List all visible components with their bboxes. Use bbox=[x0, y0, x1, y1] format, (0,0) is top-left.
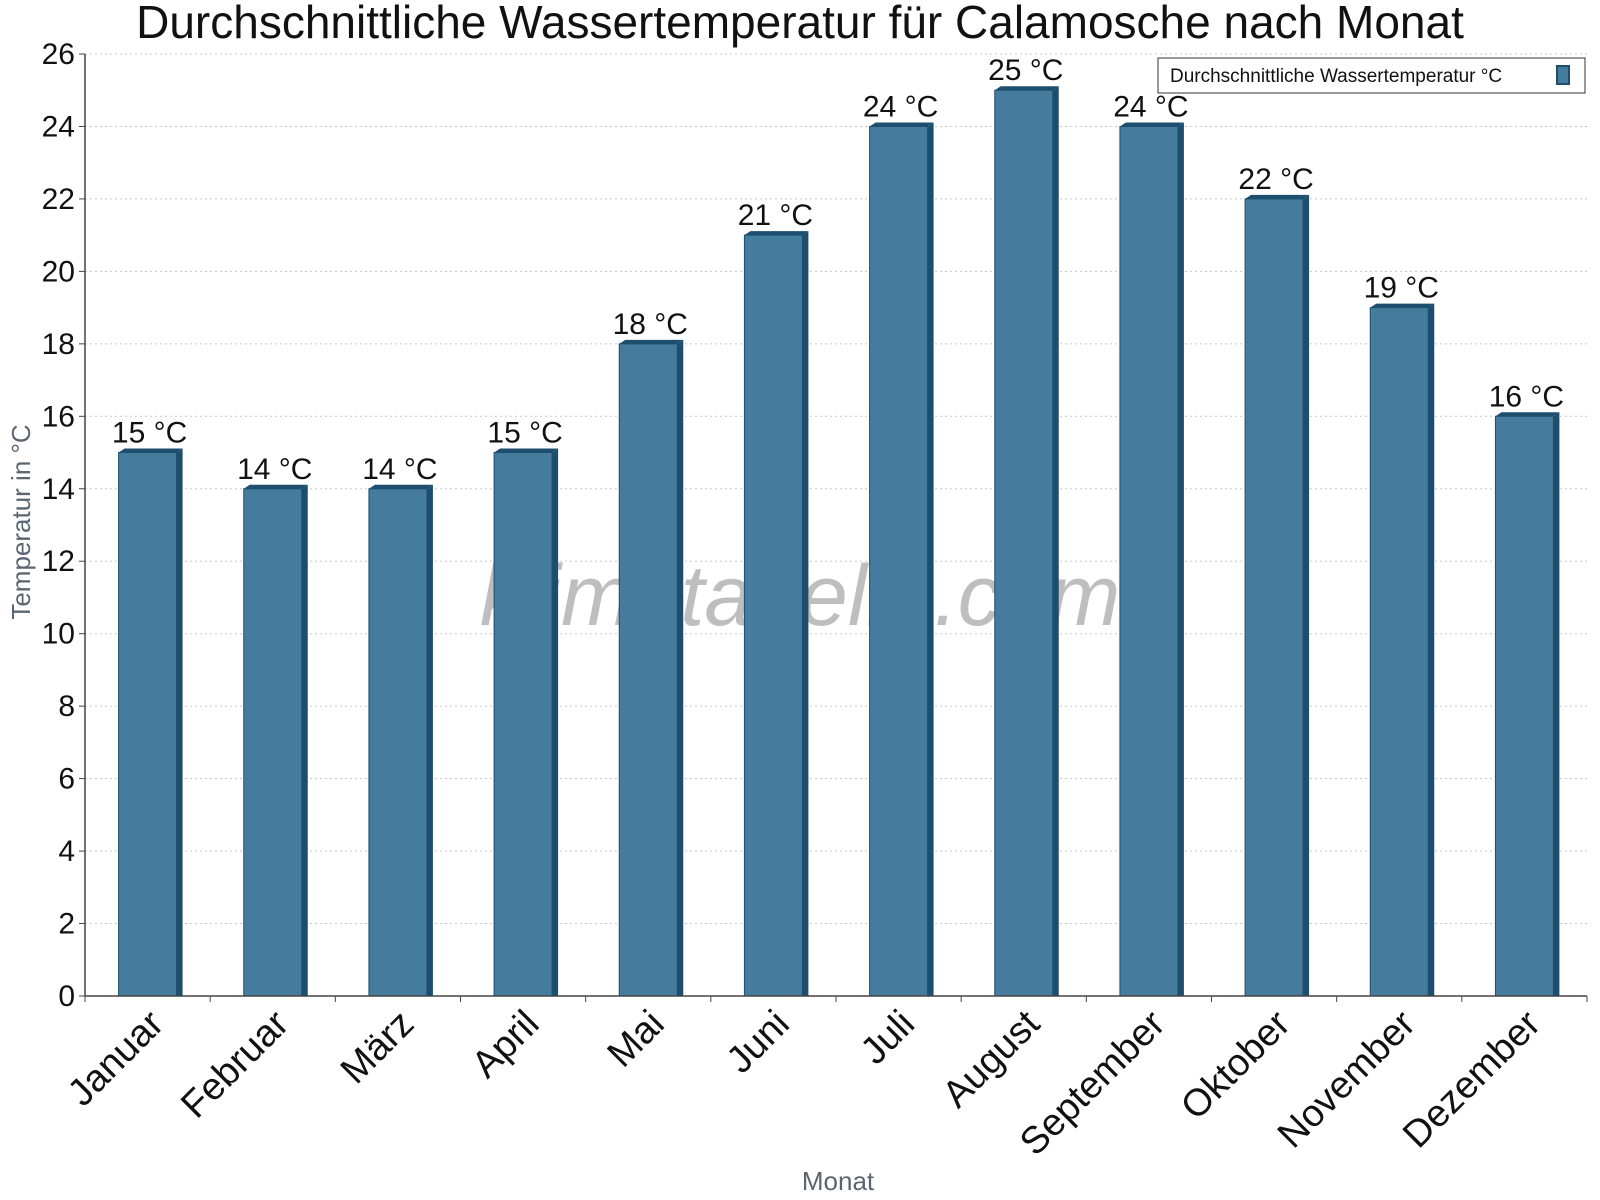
bar-side bbox=[426, 484, 433, 996]
y-tick-label: 18 bbox=[42, 328, 75, 361]
bar-juli bbox=[869, 122, 934, 997]
bar-top bbox=[494, 448, 559, 453]
x-tick-label: Juni bbox=[719, 1003, 798, 1082]
bar bbox=[493, 452, 553, 997]
bar-side bbox=[552, 448, 559, 996]
data-label: 24 °C bbox=[1113, 90, 1188, 123]
data-label: 14 °C bbox=[237, 453, 312, 486]
y-tick-label: 24 bbox=[42, 110, 75, 143]
bar-side bbox=[1553, 412, 1560, 996]
bar-september bbox=[1119, 122, 1184, 997]
data-label: 15 °C bbox=[487, 417, 562, 450]
bar-oktober bbox=[1244, 194, 1310, 997]
bar-dezember bbox=[1494, 412, 1560, 997]
bar-april bbox=[493, 448, 559, 997]
x-tick-label: April bbox=[464, 1003, 547, 1086]
bar bbox=[1119, 125, 1179, 997]
bar-side bbox=[927, 122, 934, 996]
bar-top bbox=[1245, 194, 1310, 199]
bar-top bbox=[1119, 122, 1184, 127]
bar-side bbox=[677, 339, 684, 996]
y-tick-label: 4 bbox=[58, 835, 75, 868]
bar-juni bbox=[743, 231, 809, 997]
legend-box bbox=[1157, 57, 1586, 94]
y-tick-label: 10 bbox=[42, 618, 75, 651]
bar-märz bbox=[368, 484, 433, 997]
legend-label: Durchschnittliche Wassertemperatur °C bbox=[1170, 66, 1502, 87]
bar-side bbox=[1052, 86, 1059, 996]
x-tick-label: Mai bbox=[600, 1003, 673, 1076]
bar bbox=[869, 125, 929, 997]
bar-side bbox=[1428, 303, 1435, 997]
bar-side bbox=[301, 484, 308, 996]
data-label: 19 °C bbox=[1364, 272, 1439, 305]
x-tick-label: Januar bbox=[60, 1002, 172, 1114]
bar-februar bbox=[243, 484, 308, 997]
bars: 15 °C 14 °C 14 °C 15 °C 18 °C 21 °C 24 °C 25 °C… bbox=[112, 54, 1564, 997]
bar bbox=[368, 488, 428, 997]
bar-top bbox=[243, 484, 308, 489]
bar-top bbox=[869, 122, 934, 127]
bar bbox=[1494, 415, 1554, 997]
bar-side bbox=[802, 231, 809, 997]
bar-august bbox=[994, 86, 1059, 997]
bar-top bbox=[368, 484, 433, 489]
data-label: 22 °C bbox=[1238, 163, 1313, 196]
x-tick-label: Juli bbox=[853, 1003, 923, 1073]
bar-top bbox=[744, 231, 809, 236]
data-label: 16 °C bbox=[1489, 380, 1564, 413]
bar bbox=[994, 89, 1054, 997]
data-label: 24 °C bbox=[863, 90, 938, 123]
gridlines bbox=[85, 53, 1587, 925]
legend-swatch bbox=[1556, 65, 1570, 85]
y-tick-label: 6 bbox=[58, 763, 75, 796]
x-tick-label: Oktober bbox=[1173, 1002, 1299, 1128]
y-tick-label: 2 bbox=[58, 908, 75, 941]
x-tick-label: Februar bbox=[173, 1002, 297, 1126]
data-label: 18 °C bbox=[613, 308, 688, 341]
chart-title: Durchschnittliche Wassertemperatur für C… bbox=[136, 0, 1464, 48]
y-tick-label: 12 bbox=[42, 545, 75, 578]
data-label: 15 °C bbox=[112, 417, 187, 450]
bar-side bbox=[1303, 194, 1310, 996]
bar-mai bbox=[618, 339, 684, 997]
bar-top bbox=[619, 339, 684, 344]
x-tick-label: August bbox=[935, 1002, 1049, 1116]
data-label: 25 °C bbox=[988, 54, 1063, 87]
y-tick-label: 14 bbox=[42, 473, 75, 506]
bar-side bbox=[176, 448, 183, 996]
bar-november bbox=[1369, 303, 1435, 997]
y-tick-label: 20 bbox=[42, 255, 75, 288]
y-tick-label: 0 bbox=[58, 980, 75, 1013]
bar bbox=[618, 343, 678, 997]
y-tick-label: 16 bbox=[42, 400, 75, 433]
bar bbox=[1244, 198, 1304, 997]
bar-top bbox=[1370, 303, 1435, 308]
y-tick-label: 26 bbox=[42, 38, 75, 71]
y-tick-label: 8 bbox=[58, 690, 75, 723]
bar bbox=[743, 234, 803, 997]
bar-top bbox=[994, 86, 1059, 91]
data-label: 21 °C bbox=[738, 199, 813, 232]
x-tick-label: März bbox=[333, 1003, 422, 1092]
y-tick-label: 22 bbox=[42, 183, 75, 216]
bar bbox=[243, 488, 303, 997]
bar bbox=[118, 452, 178, 997]
data-label: 14 °C bbox=[362, 453, 437, 486]
y-axis-label: Temperatur in °C bbox=[6, 424, 36, 619]
x-axis-label: Monat bbox=[802, 1166, 875, 1196]
bar-side bbox=[1177, 122, 1184, 996]
x-tick-label: Dezember bbox=[1395, 1002, 1549, 1156]
bar-januar bbox=[118, 448, 183, 997]
bar-top bbox=[118, 448, 183, 453]
legend: Durchschnittliche Wassertemperatur °C bbox=[1157, 57, 1586, 94]
bar-top bbox=[1495, 412, 1560, 417]
bar bbox=[1369, 307, 1429, 997]
